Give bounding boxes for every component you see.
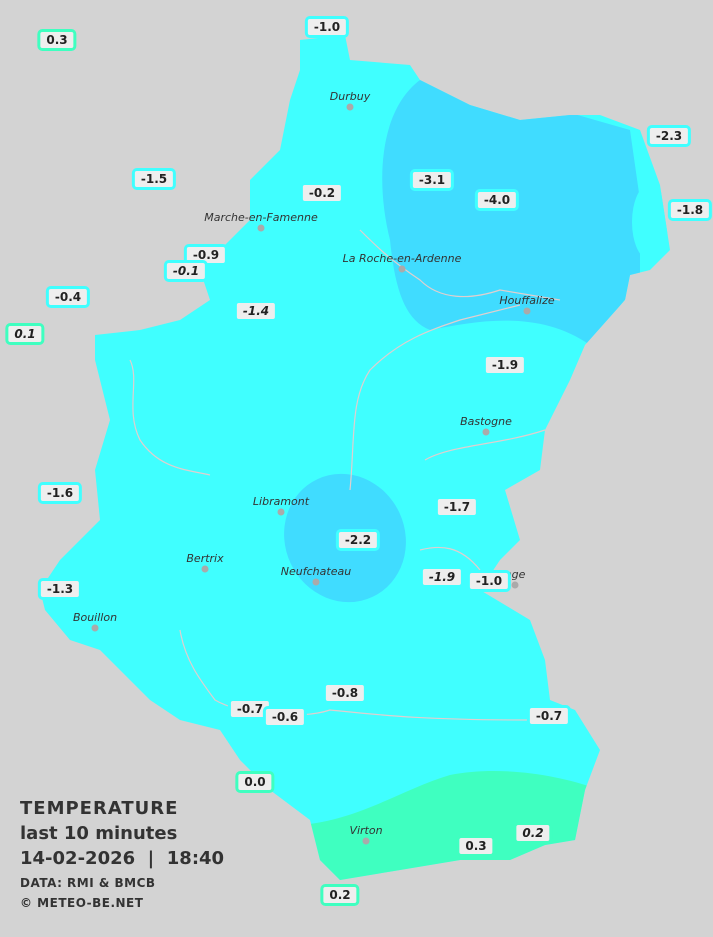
temperature-reading: -1.9 xyxy=(482,354,528,376)
temperature-reading: -3.1 xyxy=(409,169,455,191)
town-label: Marche-en-Famenne xyxy=(204,211,318,224)
temperature-reading: 0.2 xyxy=(320,884,360,906)
legend-copyright: © METEO-BE.NET xyxy=(20,896,144,910)
temperature-reading: -1.0 xyxy=(466,570,512,592)
town-label: Neufchateau xyxy=(280,565,352,578)
temperature-reading: -1.0 xyxy=(304,16,350,38)
temperature-reading: 0.3 xyxy=(37,29,77,51)
town-dot xyxy=(523,307,531,315)
temperature-reading: -1.8 xyxy=(667,199,713,221)
temperature-reading: -1.5 xyxy=(131,168,177,190)
temperature-reading: -0.1 xyxy=(163,260,209,282)
legend: TEMPERATURE last 10 minutes 14-02-2026 |… xyxy=(20,796,224,913)
temperature-reading: -1.3 xyxy=(37,578,83,600)
town-dot xyxy=(362,837,370,845)
town-label: Durbuy xyxy=(329,90,371,103)
legend-source: DATA: RMI & BMCB xyxy=(20,876,156,890)
town-dot xyxy=(277,508,285,516)
temperature-reading: -1.4 xyxy=(233,300,279,322)
town-label: Houffalize xyxy=(499,294,555,307)
town-label: Libramont xyxy=(252,495,310,508)
temperature-reading: -0.2 xyxy=(299,182,345,204)
temperature-reading: -0.7 xyxy=(227,698,273,720)
temperature-reading: -2.2 xyxy=(335,529,381,551)
temperature-reading: -0.7 xyxy=(526,705,572,727)
town-label: Bouillon xyxy=(72,611,118,624)
temperature-reading: 0.3 xyxy=(456,835,496,857)
temperature-reading: -2.3 xyxy=(646,125,692,147)
town-label: Bertrix xyxy=(186,552,224,565)
town-dot xyxy=(257,224,265,232)
town-dot xyxy=(312,578,320,586)
town-dot xyxy=(398,265,406,273)
temperature-reading: 0.1 xyxy=(5,323,45,345)
town-label: La Roche-en-Ardenne xyxy=(342,252,462,265)
town-dot xyxy=(511,581,519,589)
east-edge-zone xyxy=(632,184,668,260)
temperature-reading: -0.4 xyxy=(45,286,91,308)
temperature-reading: 0.2 xyxy=(513,822,553,844)
legend-period: last 10 minutes xyxy=(20,823,178,844)
town-dot xyxy=(91,624,99,632)
temperature-reading: -4.0 xyxy=(474,189,520,211)
town-dot xyxy=(346,103,354,111)
legend-datetime: 14-02-2026 | 18:40 xyxy=(20,848,225,869)
temperature-reading: -0.6 xyxy=(262,706,308,728)
town-dot xyxy=(201,565,209,573)
temperature-reading: -1.9 xyxy=(419,566,465,588)
temperature-reading: -1.7 xyxy=(434,496,480,518)
legend-title: TEMPERATURE xyxy=(20,798,179,819)
cold-zone-northeast xyxy=(382,80,640,345)
town-label: Bastogne xyxy=(460,415,512,428)
town-label: Virton xyxy=(349,824,383,837)
temperature-reading: 0.0 xyxy=(235,771,275,793)
town-dot xyxy=(482,428,490,436)
temperature-reading: -0.8 xyxy=(322,682,368,704)
temperature-reading: -1.6 xyxy=(37,482,83,504)
